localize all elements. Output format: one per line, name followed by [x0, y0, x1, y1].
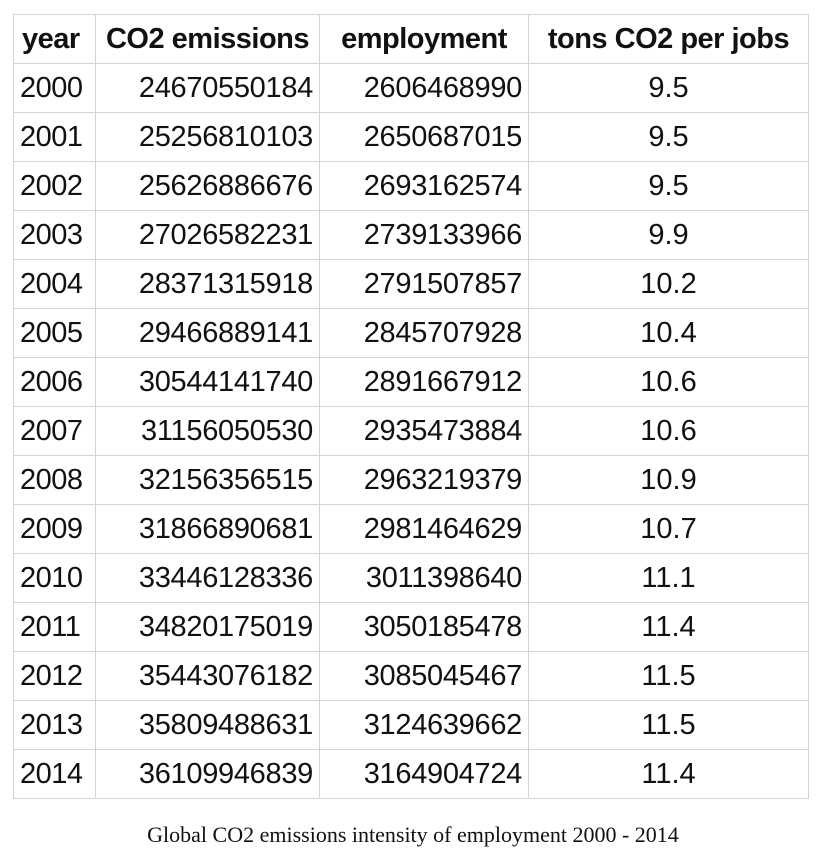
cell-tons-co2-per-job: 9.5	[528, 112, 809, 162]
header-employment: employment	[319, 14, 529, 64]
table-row: 2011 34820175019 3050185478 11.4	[13, 602, 809, 652]
cell-co2-emissions: 35809488631	[95, 700, 320, 750]
cell-tons-co2-per-job: 11.4	[528, 749, 809, 799]
cell-co2-emissions: 29466889141	[95, 308, 320, 358]
header-year: year	[13, 14, 96, 64]
cell-year: 2006	[13, 357, 96, 407]
cell-co2-emissions: 31156050530	[95, 406, 320, 456]
cell-employment: 2981464629	[319, 504, 529, 554]
cell-employment: 2963219379	[319, 455, 529, 505]
cell-tons-co2-per-job: 10.6	[528, 406, 809, 456]
cell-tons-co2-per-job: 9.5	[528, 161, 809, 211]
cell-year: 2001	[13, 112, 96, 162]
cell-employment: 2791507857	[319, 259, 529, 309]
cell-co2-emissions: 35443076182	[95, 651, 320, 701]
cell-co2-emissions: 25626886676	[95, 161, 320, 211]
cell-tons-co2-per-job: 11.5	[528, 700, 809, 750]
cell-year: 2009	[13, 504, 96, 554]
table-row: 2013 35809488631 3124639662 11.5	[13, 700, 809, 750]
cell-employment: 3011398640	[319, 553, 529, 603]
cell-year: 2014	[13, 749, 96, 799]
header-co2-emissions: CO2 emissions	[95, 14, 320, 64]
cell-employment: 2739133966	[319, 210, 529, 260]
emissions-table: year CO2 emissions employment tons CO2 p…	[13, 14, 809, 799]
cell-co2-emissions: 36109946839	[95, 749, 320, 799]
table-row: 2008 32156356515 2963219379 10.9	[13, 455, 809, 505]
cell-year: 2012	[13, 651, 96, 701]
cell-co2-emissions: 31866890681	[95, 504, 320, 554]
cell-employment: 2650687015	[319, 112, 529, 162]
cell-year: 2007	[13, 406, 96, 456]
cell-co2-emissions: 24670550184	[95, 63, 320, 113]
cell-co2-emissions: 28371315918	[95, 259, 320, 309]
cell-year: 2002	[13, 161, 96, 211]
cell-employment: 3124639662	[319, 700, 529, 750]
cell-co2-emissions: 34820175019	[95, 602, 320, 652]
cell-year: 2011	[13, 602, 96, 652]
table-body: 2000 24670550184 2606468990 9.5 2001 25256810…	[13, 63, 809, 799]
cell-co2-emissions: 30544141740	[95, 357, 320, 407]
table-row: 2009 31866890681 2981464629 10.7	[13, 504, 809, 554]
cell-co2-emissions: 33446128336	[95, 553, 320, 603]
cell-tons-co2-per-job: 10.9	[528, 455, 809, 505]
cell-employment: 2606468990	[319, 63, 529, 113]
cell-tons-co2-per-job: 10.7	[528, 504, 809, 554]
table-row: 2014 36109946839 3164904724 11.4	[13, 749, 809, 799]
table-caption: Global CO2 emissions intensity of employ…	[147, 822, 679, 847]
cell-tons-co2-per-job: 10.6	[528, 357, 809, 407]
cell-year: 2005	[13, 308, 96, 358]
cell-employment: 2891667912	[319, 357, 529, 407]
cell-tons-co2-per-job: 11.4	[528, 602, 809, 652]
cell-employment: 2693162574	[319, 161, 529, 211]
cell-tons-co2-per-job: 11.5	[528, 651, 809, 701]
cell-year: 2010	[13, 553, 96, 603]
cell-year: 2008	[13, 455, 96, 505]
cell-co2-emissions: 32156356515	[95, 455, 320, 505]
cell-year: 2003	[13, 210, 96, 260]
table-row: 2007 31156050530 2935473884 10.6	[13, 406, 809, 456]
cell-tons-co2-per-job: 10.2	[528, 259, 809, 309]
table-header-row: year CO2 emissions employment tons CO2 p…	[13, 14, 809, 64]
cell-year: 2004	[13, 259, 96, 309]
table-row: 2001 25256810103 2650687015 9.5	[13, 112, 809, 162]
table-row: 2004 28371315918 2791507857 10.2	[13, 259, 809, 309]
data-table-container: year CO2 emissions employment tons CO2 p…	[13, 14, 809, 799]
table-row: 2003 27026582231 2739133966 9.9	[13, 210, 809, 260]
cell-employment: 3085045467	[319, 651, 529, 701]
header-tons-co2-per-job: tons CO2 per jobs	[528, 14, 809, 64]
cell-tons-co2-per-job: 11.1	[528, 553, 809, 603]
cell-year: 2000	[13, 63, 96, 113]
table-row: 2006 30544141740 2891667912 10.6	[13, 357, 809, 407]
cell-employment: 2935473884	[319, 406, 529, 456]
cell-tons-co2-per-job: 9.5	[528, 63, 809, 113]
cell-employment: 2845707928	[319, 308, 529, 358]
cell-co2-emissions: 25256810103	[95, 112, 320, 162]
table-row: 2000 24670550184 2606468990 9.5	[13, 63, 809, 113]
table-row: 2002 25626886676 2693162574 9.5	[13, 161, 809, 211]
cell-co2-emissions: 27026582231	[95, 210, 320, 260]
table-row: 2012 35443076182 3085045467 11.5	[13, 651, 809, 701]
table-row: 2005 29466889141 2845707928 10.4	[13, 308, 809, 358]
cell-tons-co2-per-job: 10.4	[528, 308, 809, 358]
cell-employment: 3050185478	[319, 602, 529, 652]
table-row: 2010 33446128336 3011398640 11.1	[13, 553, 809, 603]
cell-tons-co2-per-job: 9.9	[528, 210, 809, 260]
cell-year: 2013	[13, 700, 96, 750]
cell-employment: 3164904724	[319, 749, 529, 799]
